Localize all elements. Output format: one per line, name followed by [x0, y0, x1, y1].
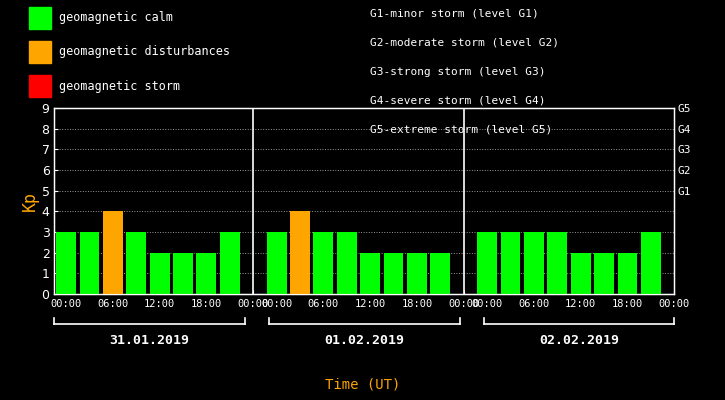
Bar	[313, 232, 334, 294]
Bar	[173, 253, 193, 294]
Text: G5-extreme storm (level G5): G5-extreme storm (level G5)	[370, 124, 552, 134]
Text: G4-severe storm (level G4): G4-severe storm (level G4)	[370, 95, 545, 105]
Bar	[337, 232, 357, 294]
Bar	[431, 253, 450, 294]
Bar	[290, 211, 310, 294]
Text: geomagnetic calm: geomagnetic calm	[59, 12, 173, 24]
Bar	[267, 232, 286, 294]
Text: G2-moderate storm (level G2): G2-moderate storm (level G2)	[370, 38, 559, 48]
Bar	[618, 253, 637, 294]
Text: geomagnetic storm: geomagnetic storm	[59, 80, 181, 92]
Bar	[641, 232, 660, 294]
Bar	[500, 232, 521, 294]
Bar	[220, 232, 240, 294]
Bar	[80, 232, 99, 294]
Bar	[571, 253, 591, 294]
Text: 01.02.2019: 01.02.2019	[324, 334, 405, 346]
Bar	[524, 232, 544, 294]
Bar	[56, 232, 76, 294]
Bar	[360, 253, 380, 294]
Text: Time (UT): Time (UT)	[325, 377, 400, 391]
Text: 31.01.2019: 31.01.2019	[109, 334, 190, 346]
Bar	[477, 232, 497, 294]
Bar	[196, 253, 216, 294]
Y-axis label: Kp: Kp	[21, 191, 38, 211]
Bar	[384, 253, 404, 294]
Bar	[594, 253, 614, 294]
Bar	[103, 211, 123, 294]
Text: G3-strong storm (level G3): G3-strong storm (level G3)	[370, 67, 545, 77]
Text: G1-minor storm (level G1): G1-minor storm (level G1)	[370, 9, 539, 19]
Bar	[407, 253, 427, 294]
Bar	[547, 232, 567, 294]
Text: geomagnetic disturbances: geomagnetic disturbances	[59, 46, 231, 58]
Bar	[149, 253, 170, 294]
Text: 02.02.2019: 02.02.2019	[539, 334, 619, 346]
Bar	[126, 232, 146, 294]
